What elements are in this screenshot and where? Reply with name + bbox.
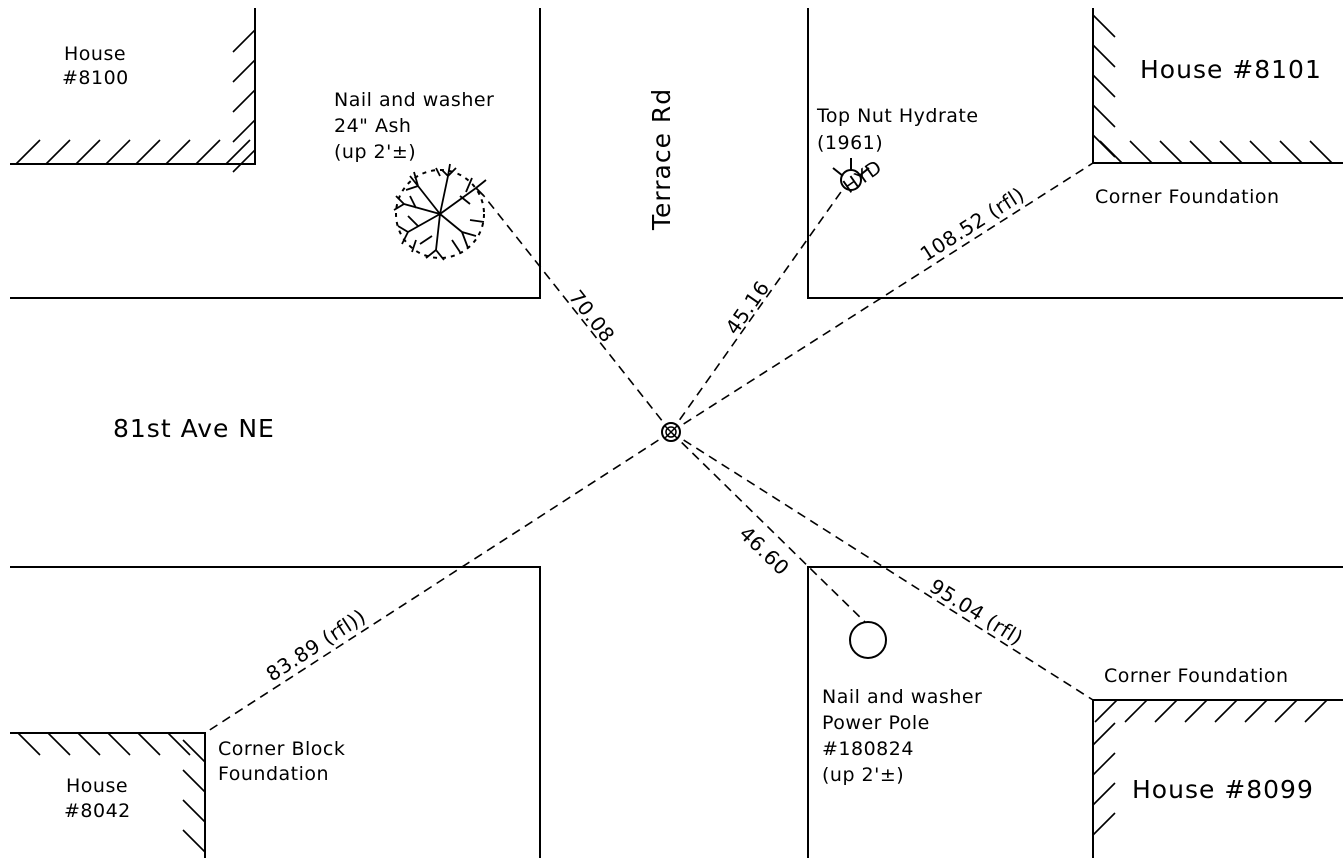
power-pole-note: Nail and washer Power Pole #180824 (up 2… (822, 686, 989, 786)
house-8101-label: House #8101 (1140, 55, 1322, 84)
curb-lines (10, 8, 1343, 858)
house-8042-label: House #8042 (64, 775, 135, 822)
power-pole-icon (849, 621, 887, 659)
curb-northeast (807, 8, 1343, 299)
house-8100-label: House #8100 (62, 43, 133, 89)
hydrant-icon: HYD (832, 156, 886, 198)
corner-block-foundation-8042-label: Corner Block Foundation (218, 738, 352, 785)
curb-southwest (10, 566, 541, 858)
curb-southeast (807, 566, 1343, 858)
street-81st-ave-label: 81st Ave NE (113, 414, 275, 443)
tie-line-ash (483, 195, 672, 433)
ash-note: Nail and washer 24" Ash (up 2'±) (334, 89, 501, 163)
hydrant-symbol-label: HYD (839, 156, 886, 198)
tie-distance-corner-8099: 95.04 (rfl) (925, 574, 1027, 650)
hydrant-note: Top Nut Hydrate (1961) (816, 105, 985, 154)
tie-distance-hydrant: 45.16 (720, 276, 774, 339)
tree-icon (393, 163, 487, 261)
street-terrace-rd-label: Terrace Rd (647, 88, 676, 231)
tie-lines (204, 162, 1094, 734)
tie-line-corner-8101 (670, 162, 1094, 433)
tie-line-corner-8099 (670, 431, 1094, 701)
tie-distance-corner-8042: 83.89 (rfl)) (262, 604, 371, 686)
house-8100-wall (10, 8, 256, 173)
corner-foundation-8099-label: Corner Foundation (1104, 665, 1289, 687)
house-8042-wall (10, 732, 206, 858)
tie-distance-corner-8101: 108.52 (rfl) (916, 182, 1029, 266)
corner-foundation-8101-label: Corner Foundation (1095, 186, 1280, 208)
control-point-icon (661, 422, 681, 442)
house-8099-label: House #8099 (1132, 775, 1314, 804)
curb-northwest (10, 8, 541, 299)
tie-distance-ash: 70.08 (564, 285, 620, 347)
house-8101-wall (1092, 8, 1343, 164)
tie-line-corner-8042 (204, 431, 672, 734)
tie-distance-power-pole: 46.60 (735, 521, 795, 580)
tie-line-hydrant (670, 181, 849, 433)
tie-line-power-pole (670, 431, 869, 626)
